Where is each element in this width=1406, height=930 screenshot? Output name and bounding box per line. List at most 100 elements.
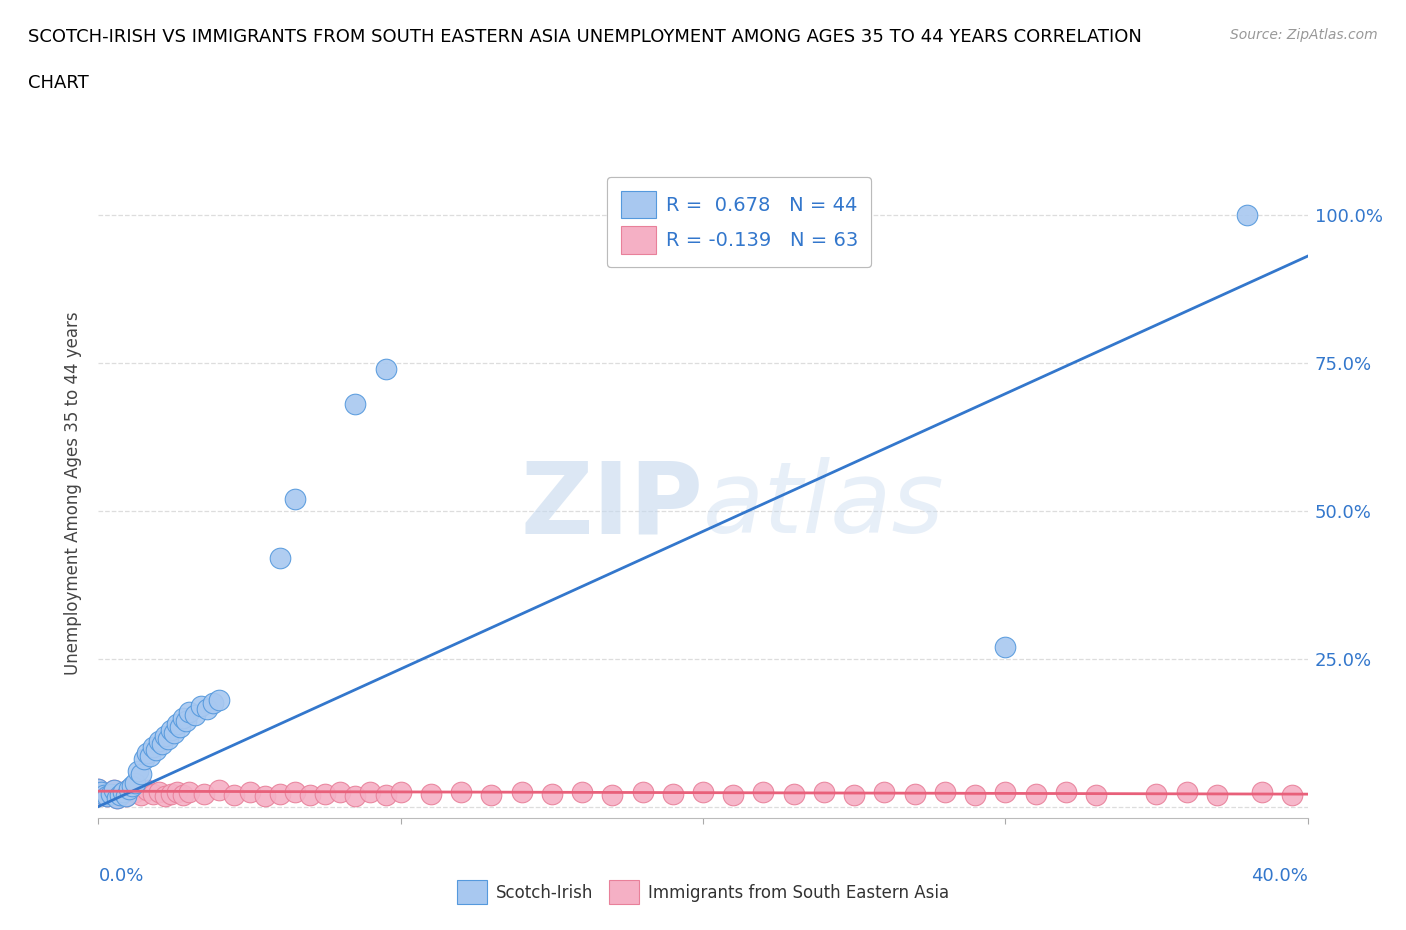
- Point: [299, 788, 322, 803]
- Point: [166, 716, 188, 731]
- Point: [723, 788, 745, 803]
- Point: [208, 782, 231, 797]
- Text: CHART: CHART: [28, 74, 89, 92]
- Point: [135, 746, 157, 761]
- Point: [752, 784, 775, 799]
- Point: [904, 786, 927, 801]
- Point: [108, 788, 131, 803]
- Point: [135, 782, 157, 797]
- Point: [111, 784, 134, 799]
- Point: [329, 784, 352, 799]
- Point: [179, 704, 201, 719]
- Point: [153, 728, 176, 743]
- Point: [314, 786, 336, 801]
- Point: [360, 784, 382, 799]
- Point: [163, 725, 186, 740]
- Point: [239, 784, 262, 799]
- Point: [1024, 786, 1046, 801]
- Point: [179, 784, 201, 799]
- Point: [389, 784, 412, 799]
- Point: [190, 698, 212, 713]
- Point: [160, 786, 183, 801]
- Point: [224, 788, 246, 803]
- Point: [156, 731, 179, 746]
- Point: [481, 788, 503, 803]
- Point: [118, 781, 141, 796]
- Point: [374, 788, 396, 803]
- Point: [124, 784, 146, 799]
- Point: [142, 786, 165, 801]
- Point: [129, 788, 152, 803]
- Point: [145, 743, 167, 758]
- Point: [1206, 788, 1229, 803]
- Point: [148, 734, 170, 749]
- Point: [100, 786, 122, 801]
- Point: [93, 788, 115, 803]
- Point: [121, 778, 143, 793]
- Point: [540, 786, 562, 801]
- Text: SCOTCH-IRISH VS IMMIGRANTS FROM SOUTH EASTERN ASIA UNEMPLOYMENT AMONG AGES 35 TO: SCOTCH-IRISH VS IMMIGRANTS FROM SOUTH EA…: [28, 28, 1142, 46]
- Point: [172, 711, 194, 725]
- Point: [100, 786, 122, 801]
- Point: [813, 784, 835, 799]
- Point: [96, 789, 118, 804]
- Point: [195, 701, 218, 716]
- Point: [692, 784, 714, 799]
- Point: [103, 782, 125, 797]
- Point: [344, 789, 367, 804]
- Point: [148, 784, 170, 799]
- Legend: R =  0.678   N = 44, R = -0.139   N = 63: R = 0.678 N = 44, R = -0.139 N = 63: [607, 177, 872, 267]
- Point: [269, 786, 291, 801]
- Point: [994, 639, 1017, 654]
- Point: [87, 781, 110, 796]
- Point: [160, 723, 183, 737]
- Text: 40.0%: 40.0%: [1251, 867, 1308, 885]
- Point: [1175, 784, 1198, 799]
- Point: [103, 782, 125, 797]
- Point: [166, 784, 188, 799]
- Point: [184, 708, 207, 723]
- Point: [172, 788, 194, 803]
- Point: [105, 790, 128, 805]
- Point: [1281, 788, 1303, 803]
- Point: [90, 784, 112, 799]
- Point: [965, 788, 987, 803]
- Point: [1085, 788, 1108, 803]
- Point: [844, 788, 866, 803]
- Point: [374, 361, 396, 376]
- Point: [631, 784, 654, 799]
- Point: [208, 693, 231, 708]
- Point: [752, 207, 775, 222]
- Point: [93, 788, 115, 803]
- Point: [661, 786, 683, 801]
- Point: [111, 784, 134, 799]
- Text: Source: ZipAtlas.com: Source: ZipAtlas.com: [1230, 28, 1378, 42]
- Point: [124, 776, 146, 790]
- Point: [202, 696, 225, 711]
- Point: [87, 781, 110, 796]
- Legend: Scotch-Irish, Immigrants from South Eastern Asia: Scotch-Irish, Immigrants from South East…: [449, 872, 957, 912]
- Point: [169, 719, 191, 734]
- Point: [783, 786, 806, 801]
- Point: [253, 789, 276, 804]
- Point: [193, 786, 215, 801]
- Point: [142, 740, 165, 755]
- Point: [1251, 784, 1274, 799]
- Point: [114, 789, 136, 804]
- Point: [284, 491, 307, 506]
- Point: [150, 737, 173, 751]
- Text: 0.0%: 0.0%: [98, 867, 143, 885]
- Point: [420, 786, 443, 801]
- Point: [127, 764, 149, 778]
- Point: [114, 789, 136, 804]
- Text: ZIP: ZIP: [520, 458, 703, 554]
- Point: [105, 790, 128, 805]
- Point: [631, 207, 654, 222]
- Point: [96, 789, 118, 804]
- Point: [132, 751, 155, 766]
- Point: [994, 784, 1017, 799]
- Point: [571, 784, 593, 799]
- Point: [90, 784, 112, 799]
- Point: [153, 789, 176, 804]
- Point: [934, 784, 956, 799]
